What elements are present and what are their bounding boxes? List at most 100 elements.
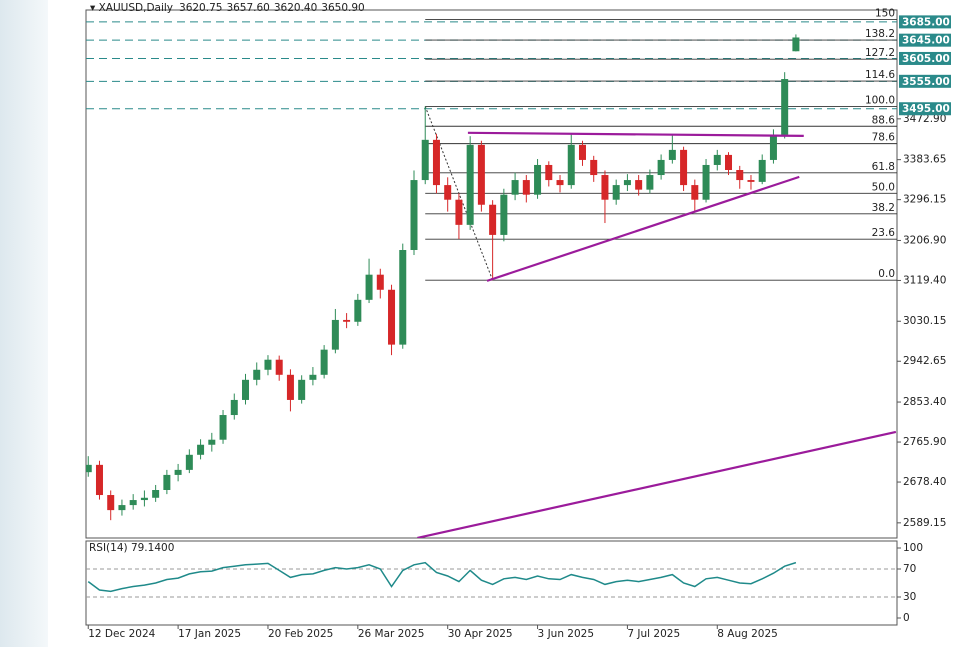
candle-body — [399, 250, 407, 345]
y-tick-label: 3472.90 — [903, 113, 946, 125]
symbol: XAUUSD,Daily — [99, 2, 173, 14]
rsi-tick-label: 70 — [903, 563, 916, 575]
y-tick-label: 2853.40 — [903, 396, 946, 408]
ohlc-close: 3650.90 — [321, 2, 364, 14]
y-tick-label: 2765.90 — [903, 436, 946, 448]
candle-body — [792, 37, 800, 52]
candle-body — [286, 374, 294, 400]
candle-body — [590, 159, 598, 176]
fib-label: 50.0 — [872, 181, 895, 193]
candle-body — [545, 164, 553, 181]
candle-body — [702, 164, 710, 200]
candle-body — [601, 175, 609, 200]
fib-label: 127.2 — [865, 47, 895, 59]
rsi-title: RSI(14) 79.1400 — [89, 542, 174, 554]
x-tick-label: 12 Dec 2024 — [88, 628, 155, 640]
y-tick-label: 2678.40 — [903, 476, 946, 488]
candle-body — [612, 185, 620, 200]
candle-body — [320, 349, 328, 375]
candle-body — [208, 439, 216, 445]
candle-body — [444, 185, 452, 200]
ohlc-high: 3657.60 — [226, 2, 269, 14]
x-tick-label: 17 Jan 2025 — [178, 628, 241, 640]
level-box — [899, 51, 951, 65]
candle-body — [511, 180, 519, 195]
candle-body — [421, 139, 429, 181]
trendline — [486, 175, 800, 282]
x-tick-label: 8 Aug 2025 — [717, 628, 778, 640]
candle-body — [298, 379, 306, 400]
y-tick-label: 3119.40 — [903, 274, 946, 286]
side-gutter — [0, 0, 48, 647]
candle-body — [95, 464, 103, 496]
rsi-panel — [85, 540, 898, 626]
candle-body — [657, 159, 665, 176]
x-tick-label: 26 Mar 2025 — [358, 628, 425, 640]
candle-body — [253, 369, 261, 380]
candle-body — [264, 359, 272, 370]
candle-body — [556, 180, 564, 186]
candle-body — [343, 319, 351, 322]
fib-label: 88.6 — [872, 114, 896, 126]
candle-body — [365, 274, 373, 300]
candle-body — [567, 144, 575, 186]
fib-label: 38.2 — [872, 202, 895, 214]
level-label: 3605.00 — [902, 53, 950, 65]
candle-body — [129, 500, 137, 506]
level-label: 3555.00 — [902, 76, 950, 88]
candle-body — [489, 204, 497, 235]
candle-body — [163, 474, 171, 490]
candle-body — [500, 194, 508, 235]
y-tick-label: 2589.15 — [903, 517, 946, 529]
candle-body — [781, 79, 789, 135]
candle-body — [725, 154, 733, 170]
rsi-tick-label: 30 — [903, 591, 916, 603]
candle-body — [713, 154, 721, 165]
fib-label: 100.0 — [865, 94, 895, 106]
candle-body — [747, 180, 755, 182]
level-box — [899, 33, 951, 47]
fib-label: 0.0 — [878, 268, 895, 280]
level-label: 3495.00 — [902, 103, 950, 115]
rsi-tick-label: 0 — [903, 612, 910, 624]
rsi-plot — [86, 561, 897, 598]
fib-label: 61.8 — [872, 161, 895, 173]
candle-body — [376, 274, 384, 290]
candle-body — [432, 139, 440, 186]
candle-body — [534, 164, 542, 195]
candle-body — [477, 144, 485, 205]
candle-body — [736, 170, 744, 181]
candle-body — [152, 490, 160, 498]
candle-body — [107, 495, 115, 511]
candle-body — [219, 415, 227, 440]
candle-body — [758, 159, 766, 182]
x-tick-label: 3 Jun 2025 — [538, 628, 594, 640]
level-label: 3645.00 — [902, 35, 950, 47]
y-tick-label: 3296.15 — [903, 194, 946, 206]
level-label: 3685.00 — [902, 16, 950, 28]
candle-body — [646, 175, 654, 190]
candle-body — [455, 199, 463, 225]
y-tick-label: 3383.65 — [903, 154, 946, 166]
candle-body — [275, 359, 283, 375]
candle-body — [691, 185, 699, 200]
candle-body — [578, 144, 586, 160]
y-tick-label: 3030.15 — [903, 315, 946, 327]
candle-body — [388, 289, 396, 345]
candle-body — [466, 144, 474, 225]
candle-body — [635, 180, 643, 190]
candle-body — [769, 134, 777, 160]
main-panel — [85, 9, 898, 539]
rsi-tick-label: 100 — [903, 542, 923, 554]
candle-body — [354, 299, 362, 322]
candle-body — [668, 149, 676, 160]
level-box — [899, 74, 951, 88]
fib-label: 138.2 — [865, 28, 895, 40]
trendline — [417, 430, 897, 538]
candle-body — [174, 469, 182, 475]
candle-body — [331, 319, 339, 350]
x-tick-label: 30 Apr 2025 — [448, 628, 513, 640]
rsi-line — [87, 561, 797, 593]
y-tick-label: 2942.65 — [903, 355, 946, 367]
